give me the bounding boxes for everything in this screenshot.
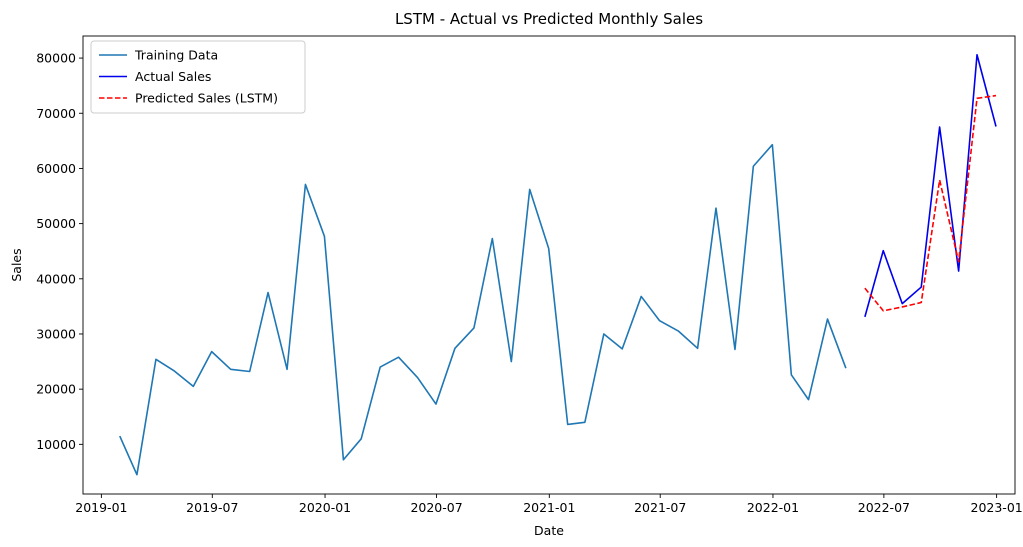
x-tick-label: 2022-01 bbox=[747, 500, 799, 515]
legend-label: Training Data bbox=[134, 48, 218, 63]
y-tick-label: 80000 bbox=[36, 51, 76, 66]
series-layer bbox=[119, 53, 997, 476]
y-tick-label: 10000 bbox=[36, 437, 76, 452]
y-tick-label: 70000 bbox=[36, 106, 76, 121]
legend-label: Actual Sales bbox=[135, 69, 211, 84]
legend-box bbox=[90, 40, 306, 114]
legend: Training Data Actual Sales Predicted Sales… bbox=[90, 40, 306, 114]
x-axis-label: Date bbox=[534, 523, 564, 538]
x-tick-label: 2020-07 bbox=[410, 500, 462, 515]
y-tick-label: 50000 bbox=[36, 216, 76, 231]
y-tick-label: 60000 bbox=[36, 161, 76, 176]
x-tick-label: 2021-07 bbox=[634, 500, 686, 515]
chart-title: LSTM - Actual vs Predicted Monthly Sales bbox=[395, 10, 703, 28]
series-line-training-data bbox=[119, 143, 847, 476]
x-axis: 2019-01 2019-07 2020-01 2020-07 2021-01 2021-… bbox=[75, 494, 1023, 515]
y-tick-label: 30000 bbox=[36, 326, 76, 341]
y-axis: 10000 20000 30000 40000 50000 60000 70000 80000 bbox=[36, 51, 83, 452]
y-tick-label: 40000 bbox=[36, 271, 76, 286]
x-tick-label: 2023-01 bbox=[971, 500, 1023, 515]
x-tick-label: 2021-01 bbox=[523, 500, 575, 515]
x-tick-label: 2019-01 bbox=[75, 500, 127, 515]
x-tick-label: 2020-01 bbox=[299, 500, 351, 515]
x-tick-label: 2022-07 bbox=[858, 500, 910, 515]
y-tick-label: 20000 bbox=[36, 382, 76, 397]
series-line-actual-sales bbox=[864, 53, 997, 318]
legend-label: Predicted Sales (LSTM) bbox=[135, 91, 278, 106]
series-line-predicted-sales-lstm bbox=[864, 94, 997, 312]
x-tick-label: 2019-07 bbox=[186, 500, 238, 515]
y-axis-label: Sales bbox=[9, 248, 24, 281]
